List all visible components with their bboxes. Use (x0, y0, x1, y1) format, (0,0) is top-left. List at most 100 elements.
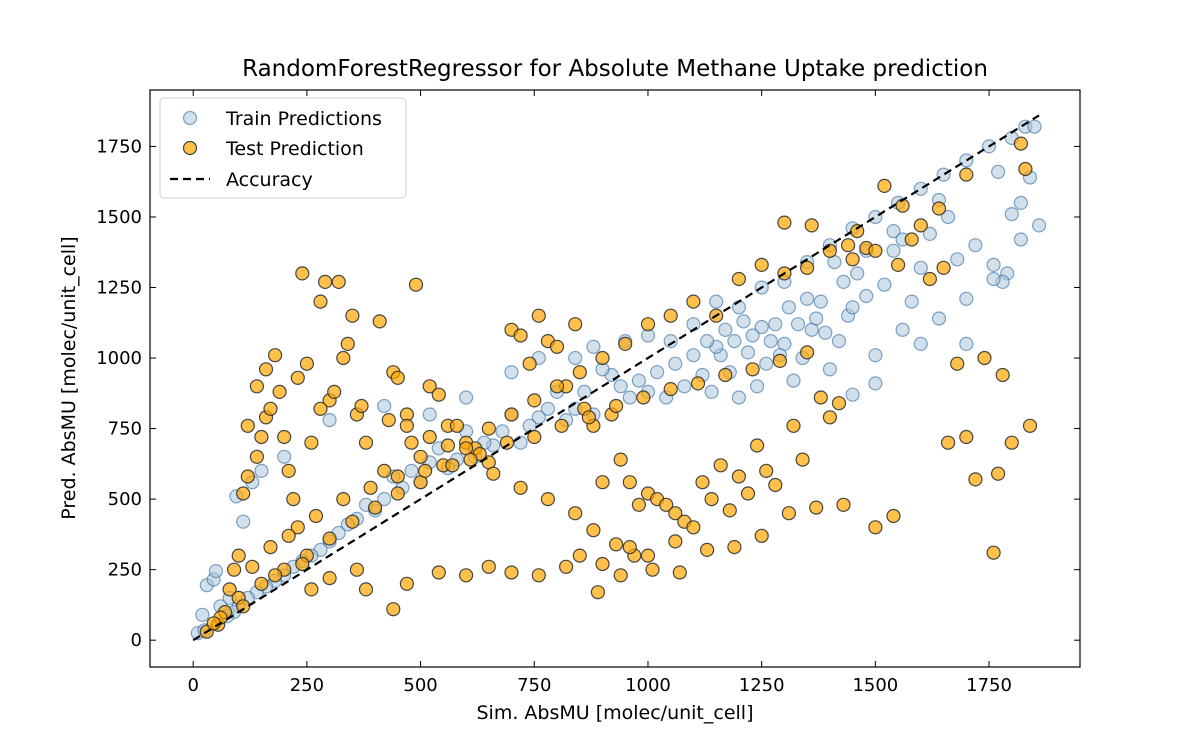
test-point (290, 520, 305, 535)
train-point (1004, 207, 1019, 222)
train-point (586, 339, 601, 354)
test-point (236, 486, 251, 501)
test-point (804, 218, 819, 233)
test-point (731, 469, 747, 484)
train-point (322, 413, 337, 428)
test-point (727, 539, 742, 555)
train-point (931, 311, 947, 326)
train-point (754, 319, 769, 335)
test-point (672, 565, 687, 580)
test-point (240, 469, 255, 484)
test-point (631, 497, 647, 512)
test-point (372, 314, 387, 329)
test-point (959, 429, 974, 445)
test-point (354, 398, 369, 414)
test-point (690, 376, 706, 391)
train-point (377, 492, 392, 507)
test-point (968, 472, 983, 487)
train-point (727, 334, 742, 349)
y-tick-label: 1000 (96, 348, 142, 369)
test-point (281, 463, 296, 478)
train-point (1013, 232, 1029, 247)
train-point (531, 410, 546, 425)
train-point (913, 260, 928, 275)
test-point (513, 328, 528, 343)
y-tick-label: 1250 (96, 278, 142, 299)
test-point (959, 167, 974, 182)
legend: Train Predictions Test Prediction Accuracy (159, 97, 407, 199)
train-point (986, 271, 1001, 287)
test-point (659, 497, 674, 512)
train-point (922, 226, 938, 241)
train-point (986, 257, 1001, 272)
test-point (831, 396, 847, 411)
test-point (277, 429, 292, 445)
chart-title: RandomForestRegressor for Absolute Metha… (242, 56, 988, 82)
test-point (950, 356, 965, 371)
x-tick-label: 0 (187, 675, 198, 696)
train-point (859, 288, 874, 304)
train-point (622, 390, 637, 405)
test-point (340, 336, 355, 351)
test-point (381, 413, 396, 428)
test-point (922, 271, 938, 287)
train-point (845, 300, 860, 315)
test-point (772, 353, 788, 368)
test-point (313, 294, 328, 309)
test-point (431, 565, 446, 580)
legend-entry-label: Accuracy (226, 169, 313, 191)
test-point (663, 308, 678, 323)
test-point (740, 486, 756, 501)
test-point (645, 562, 660, 577)
test-point (463, 452, 478, 467)
test-point (890, 257, 906, 272)
test-point (268, 568, 283, 583)
test-point (440, 438, 455, 453)
test-point (595, 556, 610, 572)
legend-entry-label: Train Predictions (225, 108, 382, 130)
test-point (1022, 418, 1038, 433)
test-point (722, 503, 737, 518)
test-point (640, 317, 656, 332)
train-point (904, 294, 919, 309)
x-tick-label: 500 (403, 675, 437, 696)
train-point (886, 224, 901, 239)
test-point (549, 379, 565, 394)
test-point (640, 548, 656, 563)
train-point (749, 379, 765, 394)
test-point (781, 506, 797, 521)
test-point (554, 418, 569, 433)
train-point (868, 376, 883, 391)
test-point (904, 232, 919, 247)
train-point (254, 463, 269, 478)
test-point (408, 277, 424, 292)
test-point (531, 568, 546, 583)
x-tick-label: 1750 (966, 675, 1012, 696)
test-point (931, 201, 947, 216)
test-point (304, 435, 319, 450)
train-point (504, 365, 519, 380)
test-point (527, 393, 542, 408)
test-point (281, 528, 296, 543)
train-point (718, 322, 733, 337)
x-tick-label: 250 (290, 675, 324, 696)
test-point (459, 568, 474, 583)
test-point (295, 266, 310, 281)
test-point (249, 379, 264, 394)
test-point (322, 570, 337, 586)
train-point (959, 336, 974, 351)
legend-train-marker (182, 110, 198, 126)
train-point (822, 362, 838, 377)
test-point (249, 449, 264, 464)
train-point (236, 514, 251, 529)
train-point (868, 209, 883, 225)
legend-test-marker (182, 140, 198, 156)
test-point (668, 506, 683, 521)
train-point (959, 291, 974, 306)
test-point (504, 565, 519, 580)
test-point (399, 418, 414, 433)
train-point (845, 387, 860, 402)
test-point (990, 466, 1006, 481)
train-point (759, 356, 774, 371)
